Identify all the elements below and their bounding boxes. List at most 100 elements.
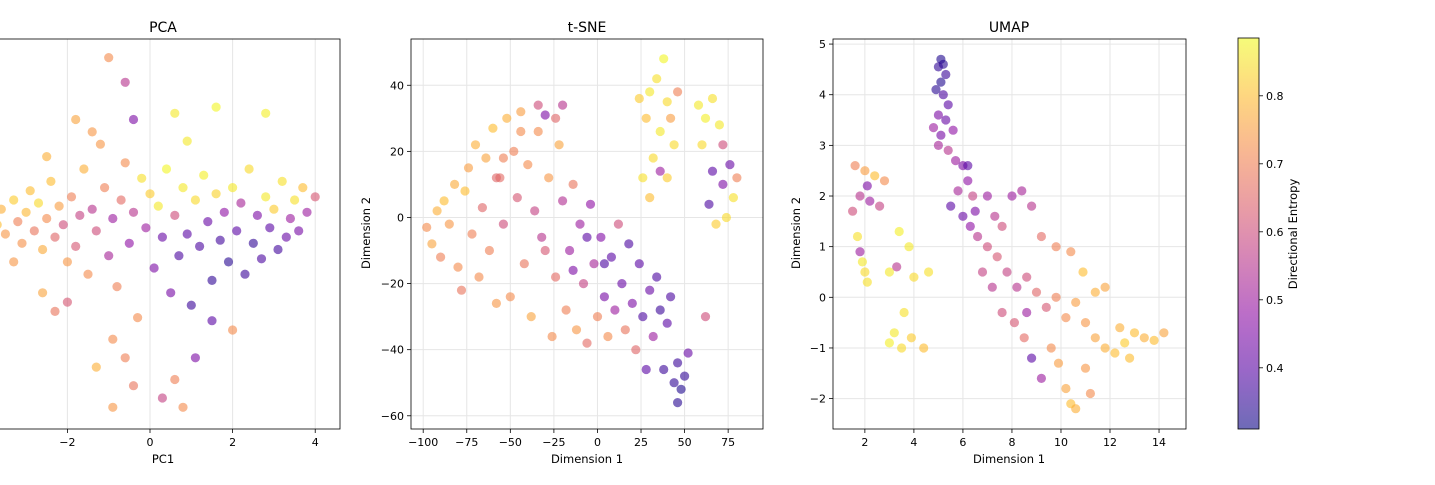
- tsne-point: [523, 160, 533, 170]
- tsne-point: [547, 331, 557, 342]
- pca-point: [120, 353, 130, 363]
- pca-point: [244, 164, 254, 174]
- tsne-point: [491, 298, 501, 308]
- pca-point: [186, 300, 196, 310]
- tsne-x-tick-label: 75: [721, 436, 735, 449]
- tsne-point: [544, 173, 554, 183]
- tsne-point: [669, 140, 679, 150]
- tsne-point: [652, 272, 662, 282]
- umap-point: [1100, 282, 1110, 292]
- tsne-point: [666, 113, 676, 123]
- pca-point: [62, 257, 72, 267]
- pca-point: [9, 257, 19, 267]
- umap-point: [1036, 231, 1046, 242]
- tsne-point: [673, 398, 683, 408]
- tsne-point: [477, 203, 487, 213]
- umap-point: [970, 206, 980, 216]
- pca-point: [174, 251, 184, 261]
- umap-point: [946, 201, 956, 211]
- tsne-point: [718, 140, 728, 150]
- tsne-point: [422, 222, 432, 232]
- tsne-point: [697, 140, 707, 150]
- umap-point: [1139, 333, 1149, 343]
- tsne-point: [645, 87, 655, 97]
- umap-point: [865, 196, 875, 206]
- umap-point: [1036, 373, 1046, 383]
- tsne-point: [683, 348, 693, 358]
- umap-y-axis-label: Dimension 2: [789, 197, 803, 269]
- pca-point: [256, 254, 267, 264]
- umap-point: [1125, 353, 1135, 363]
- umap-point: [1027, 201, 1037, 211]
- umap-point: [1002, 267, 1012, 277]
- pca-point: [38, 244, 48, 255]
- umap-point: [860, 267, 870, 277]
- tsne-point: [655, 305, 665, 315]
- umap-point: [1053, 358, 1064, 368]
- tsne-point: [662, 318, 672, 328]
- umap-point: [875, 201, 885, 211]
- umap-point: [924, 267, 934, 277]
- umap-point: [1061, 383, 1071, 394]
- umap-point: [997, 307, 1007, 318]
- tsne-point: [537, 232, 547, 242]
- tsne-points: [422, 54, 742, 408]
- pca-point: [75, 210, 85, 220]
- umap-point: [973, 231, 983, 242]
- umap-point: [1129, 328, 1140, 338]
- umap-point: [1115, 323, 1125, 333]
- colorbar-tick-label: 0.7: [1266, 158, 1284, 171]
- umap-point: [965, 221, 975, 231]
- umap-point: [1090, 287, 1100, 297]
- umap-point: [943, 100, 953, 110]
- tsne-point: [516, 107, 526, 117]
- tsne-point: [680, 371, 690, 381]
- tsne-x-tick-label: 25: [634, 436, 648, 449]
- umap-point: [997, 221, 1007, 231]
- umap-point: [884, 267, 895, 277]
- pca-point: [29, 226, 39, 236]
- umap-point: [928, 123, 939, 133]
- tsne-point: [509, 146, 519, 156]
- tsne-point: [732, 173, 742, 183]
- pca-point: [170, 374, 180, 385]
- pca-point: [207, 275, 217, 285]
- pca-point: [124, 238, 134, 248]
- tsne-point: [484, 245, 494, 256]
- tsne-x-tick-label: −100: [408, 436, 438, 449]
- umap-point: [894, 226, 904, 237]
- tsne-point: [659, 364, 669, 375]
- umap-point: [860, 166, 870, 176]
- pca-points: [0, 53, 320, 412]
- tsne-point: [519, 259, 529, 269]
- pca-point: [50, 232, 60, 242]
- tsne-point: [666, 292, 676, 302]
- tsne-point: [551, 113, 561, 123]
- tsne-point: [704, 199, 714, 209]
- tsne-point: [693, 100, 704, 110]
- colorbar: Directional Entropy 0.4 0.5 0.6 0.7 0.8: [1237, 37, 1300, 430]
- tsne-x-tick-label: 0: [594, 436, 601, 449]
- pca-point: [170, 210, 180, 220]
- pca-point: [182, 136, 192, 146]
- umap-panel: UMAP Dimension 1 Dimension 2 2 4 6 8 10 12 14−…: [789, 20, 1187, 466]
- pca-point: [128, 207, 139, 217]
- pca-point: [128, 381, 139, 391]
- tsne-point: [613, 219, 624, 229]
- tsne-point: [463, 163, 474, 173]
- pca-point: [228, 325, 238, 335]
- tsne-point: [610, 305, 620, 315]
- tsne-point: [571, 325, 582, 335]
- tsne-point: [676, 384, 686, 394]
- tsne-point: [498, 153, 508, 163]
- pca-point: [310, 192, 320, 202]
- umap-point: [982, 242, 993, 252]
- umap-point: [982, 191, 993, 201]
- umap-point: [936, 130, 946, 140]
- pca-point: [95, 139, 105, 149]
- tsne-point: [707, 93, 718, 104]
- pca-point: [269, 204, 279, 214]
- tsne-point: [474, 272, 484, 282]
- tsne-point: [673, 87, 683, 97]
- umap-y-tick-label: 5: [819, 38, 826, 51]
